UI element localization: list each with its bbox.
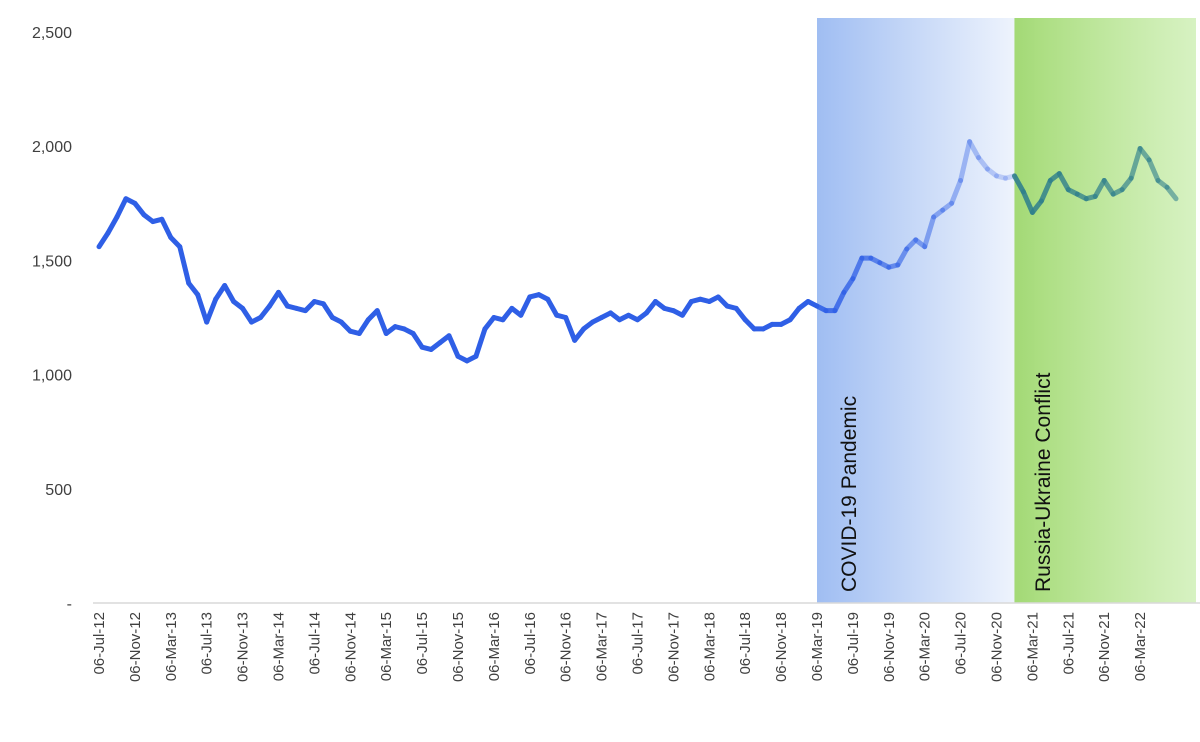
series-line-segment (850, 255, 865, 282)
series-line-segment (267, 289, 281, 309)
series-line-segment (1011, 173, 1026, 195)
y-tick-label: 1,500 (32, 253, 72, 270)
series-line-segment (446, 333, 461, 359)
y-axis: - 500 1,000 1,500 2,000 2,500 (32, 25, 72, 613)
x-tick-label: 06-Mar-17 (594, 612, 611, 681)
series-line-segment (204, 296, 219, 325)
x-tick-label: 06-Nov-21 (1096, 612, 1113, 682)
series-line-segment (994, 173, 1008, 181)
series-line-segment (545, 296, 560, 318)
series-line-segment (320, 301, 335, 320)
x-tick-label: 06-Jul-19 (845, 612, 862, 675)
x-axis: 06-Jul-12 06-Nov-12 06-Mar-13 06-Jul-13 06-N… (91, 612, 1149, 682)
series-line-segment (114, 196, 129, 220)
series-line-segment (949, 177, 964, 206)
series-line-segment (1128, 145, 1143, 181)
series-line-segment (679, 299, 694, 318)
series-line-segment (518, 294, 533, 318)
x-tick-label: 06-Nov-15 (450, 612, 467, 682)
y-tick-label: 500 (45, 482, 72, 499)
series-line-segment (563, 315, 578, 343)
x-tick-label: 06-Nov-19 (881, 612, 898, 682)
x-tick-label: 06-Jul-17 (630, 612, 647, 675)
series-line-segment (1056, 171, 1071, 193)
series-line-segment (96, 230, 111, 250)
x-tick-label: 06-Mar-14 (271, 612, 288, 681)
series-line-segment (958, 139, 973, 183)
series-line-segment (976, 155, 991, 172)
x-tick-label: 06-Mar-21 (1024, 612, 1041, 681)
series-line-segment (1101, 177, 1116, 197)
x-tick-label: 06-Nov-17 (665, 612, 682, 682)
series-line-segment (1164, 184, 1179, 202)
x-tick-label: 06-Nov-16 (558, 612, 575, 682)
x-tick-label: 06-Nov-18 (773, 612, 790, 682)
x-tick-label: 06-Jul-12 (91, 612, 108, 675)
series-line-segment (1038, 177, 1053, 204)
x-tick-label: 06-Nov-14 (342, 612, 359, 682)
series-line-segment (931, 207, 946, 220)
x-tick-label: 06-Mar-19 (809, 612, 826, 681)
x-tick-label: 06-Jul-13 (199, 612, 216, 675)
series-line-segment (276, 289, 290, 309)
x-tick-label: 06-Jul-18 (737, 612, 754, 675)
x-tick-label: 06-Nov-20 (989, 612, 1006, 682)
x-tick-label: 06-Jul-21 (1060, 612, 1077, 675)
series-line-segment (967, 139, 982, 161)
y-tick-label: 1,000 (32, 368, 72, 385)
y-tick-label: 2,500 (32, 25, 72, 42)
series-layer (96, 139, 1179, 364)
x-tick-label: 06-Nov-13 (235, 612, 252, 682)
x-tick-label: 06-Mar-18 (701, 612, 718, 681)
series-line-segment (222, 283, 237, 305)
series-line-segment (473, 326, 488, 359)
x-tick-label: 06-Mar-16 (486, 612, 503, 681)
x-tick-label: 06-Jul-20 (953, 612, 970, 675)
annotation-labels: COVID-19 Pandemic Russia-Ukraine Conflict (838, 372, 1055, 592)
series-line-segment (985, 166, 999, 179)
series-line-segment (177, 244, 192, 286)
x-tick-label: 06-Jul-14 (306, 612, 323, 675)
covid-label: COVID-19 Pandemic (838, 396, 861, 592)
y-tick-label: - (67, 596, 72, 613)
series-line-segment (1146, 157, 1161, 183)
conflict-label: Russia-Ukraine Conflict (1032, 372, 1055, 592)
series-line-segment (895, 246, 910, 268)
series-line-segment (374, 308, 389, 336)
series-line-segment (240, 305, 255, 325)
event-bands (817, 18, 1196, 603)
series-line-segment (1092, 177, 1107, 199)
y-tick-label: 2,000 (32, 139, 72, 156)
series-line-segment (922, 214, 937, 250)
series-line-segment (940, 200, 955, 213)
series-line-segment (410, 330, 425, 350)
series-line-segment (105, 214, 120, 236)
x-tick-label: 06-Mar-13 (163, 612, 180, 681)
x-tick-label: 06-Mar-22 (1132, 612, 1149, 681)
series-line-segment (159, 216, 174, 241)
series-line-segment (195, 292, 210, 325)
series-line-segment (841, 276, 856, 295)
x-tick-label: 06-Mar-15 (378, 612, 395, 681)
conflict-band (1014, 18, 1196, 603)
x-tick-label: 06-Mar-20 (917, 612, 934, 681)
x-tick-label: 06-Jul-16 (522, 612, 539, 675)
x-tick-label: 06-Jul-15 (414, 612, 431, 675)
series-line-segment (1020, 189, 1035, 215)
x-tick-label: 06-Nov-12 (127, 612, 144, 682)
series-line-segment (832, 289, 847, 314)
covid-band (817, 18, 1035, 603)
series-line-segment (356, 317, 371, 336)
